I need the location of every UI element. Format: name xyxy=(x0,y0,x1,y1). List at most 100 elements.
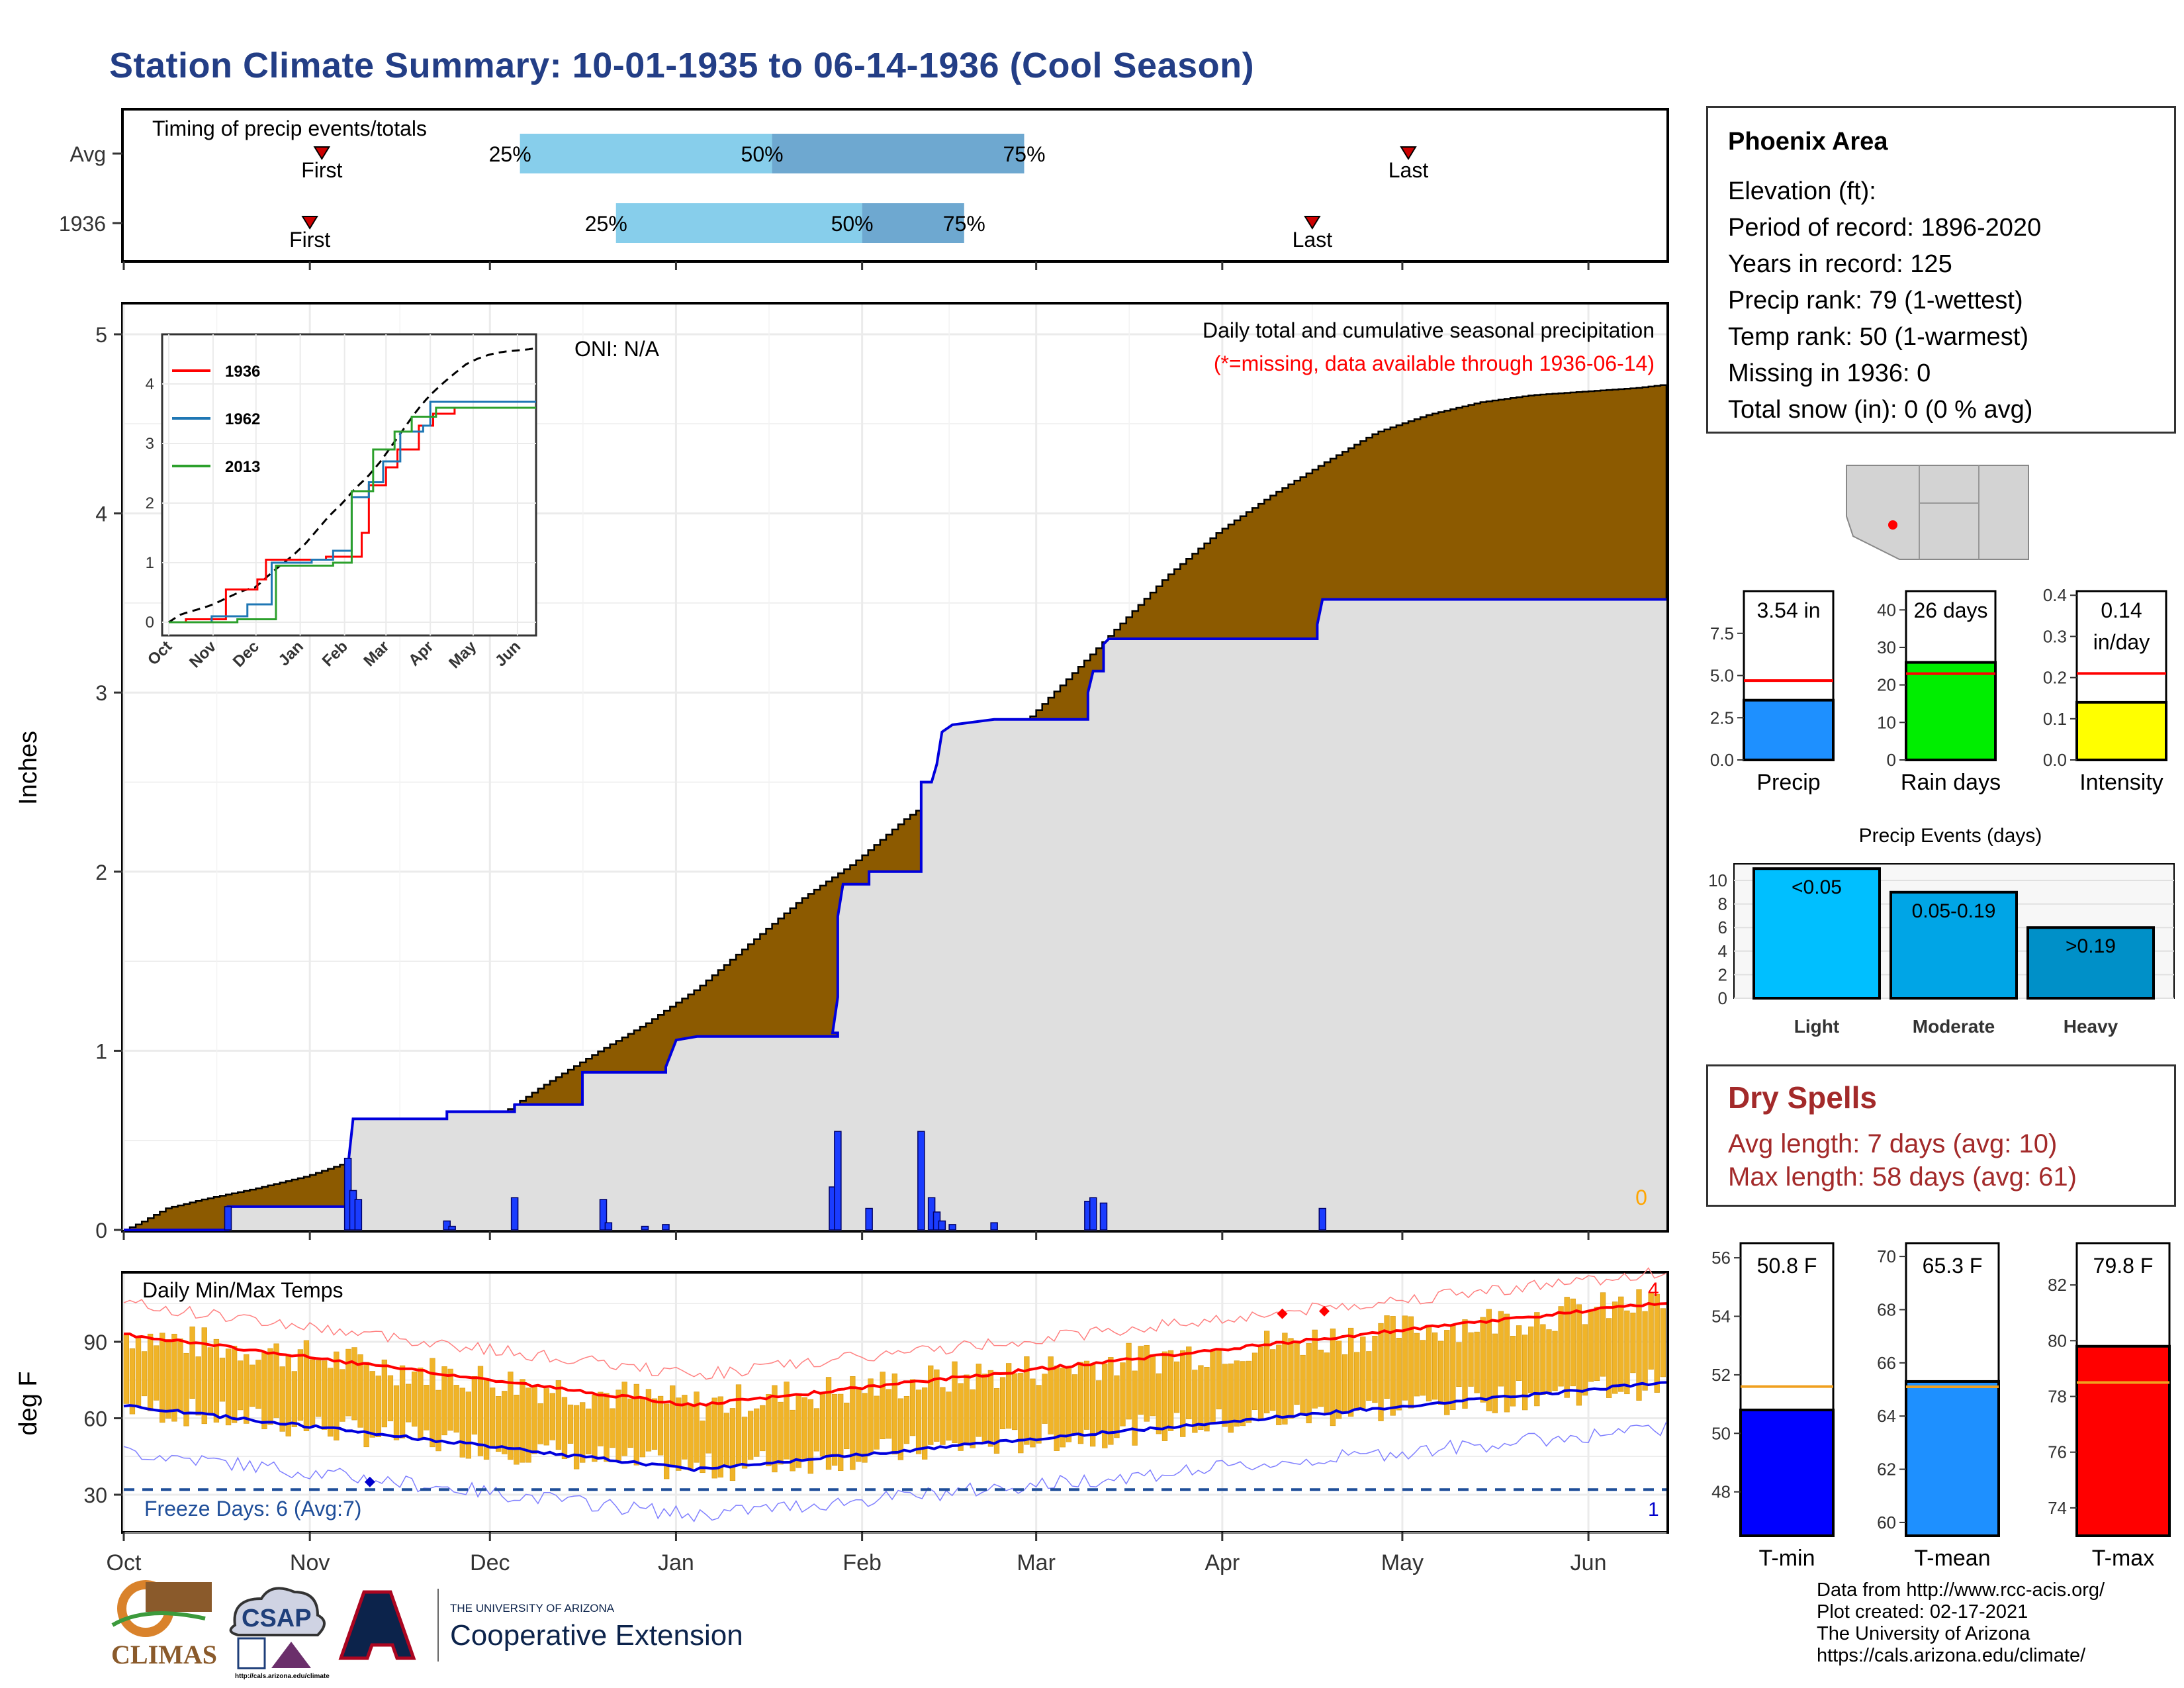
daily-temp-bar xyxy=(1282,1333,1288,1425)
daily-temp-bar xyxy=(1552,1331,1558,1391)
daily-precip-bar xyxy=(599,1199,608,1231)
daily-temp-bar xyxy=(1288,1338,1294,1419)
daily-temp-bar xyxy=(418,1368,424,1440)
daily-temp-bar xyxy=(369,1371,375,1438)
daily-temp-bar xyxy=(424,1385,430,1430)
daily-temp-bar xyxy=(381,1359,388,1428)
daily-temp-bar xyxy=(1504,1313,1510,1413)
tstat-ytick-label: 66 xyxy=(1877,1353,1896,1373)
dry-spell-line: Max length: 58 days (avg: 61) xyxy=(1728,1162,2077,1192)
daily-temp-bar xyxy=(399,1365,406,1438)
record-min-line xyxy=(123,1421,1667,1523)
precip-caption: Daily total and cumulative seasonal prec… xyxy=(1203,318,1655,342)
tstat-ytick-label: 54 xyxy=(1711,1307,1731,1327)
tstat-ytick-label: 52 xyxy=(1711,1365,1731,1385)
daily-temp-bar xyxy=(645,1389,652,1452)
daily-temp-bar xyxy=(1438,1340,1444,1405)
daily-temp-bar xyxy=(1042,1374,1048,1424)
daily-temp-bar xyxy=(790,1409,796,1472)
daily-temp-bar xyxy=(531,1385,537,1454)
daily-temp-bar xyxy=(778,1401,784,1465)
precip-ylabel: Inches xyxy=(15,731,42,805)
record-high-marker xyxy=(1319,1305,1330,1317)
daily-temp-bar xyxy=(831,1393,838,1466)
daily-temp-bar xyxy=(231,1346,238,1423)
missing-note: (*=missing, data available through 1936-… xyxy=(1214,352,1655,375)
daily-temp-bar xyxy=(1156,1373,1162,1434)
daily-temp-bar xyxy=(1534,1312,1540,1407)
tstat-ytick-label: 74 xyxy=(2048,1498,2067,1518)
dry-spells-box: Dry Spells Avg length: 7 days (avg: 10) … xyxy=(1706,1064,2176,1207)
daily-temp-bar xyxy=(1396,1338,1402,1411)
daily-temp-bar xyxy=(903,1395,910,1444)
daily-temp-bar xyxy=(1636,1289,1642,1401)
daily-temp-bar xyxy=(717,1396,723,1477)
q50-label: 50% xyxy=(831,212,874,236)
tstat-label: T-min xyxy=(1759,1546,1815,1571)
daily-temp-bar xyxy=(784,1382,790,1460)
daily-temp-bar xyxy=(1486,1309,1492,1411)
avg-max-line xyxy=(123,1301,1667,1407)
daily-temp-bar xyxy=(1426,1325,1432,1401)
events-ytick-label: 8 xyxy=(1718,894,1727,914)
daily-temp-bar xyxy=(1251,1352,1258,1410)
stat-value-label: 0.14 xyxy=(2101,598,2142,622)
tstat-label: T-max xyxy=(2092,1546,2154,1571)
daily-temp-bar xyxy=(862,1393,868,1463)
daily-temp-bar xyxy=(430,1358,435,1448)
station-info-box: Phoenix Area Elevation (ft): Period of r… xyxy=(1706,106,2176,434)
inset-legend-label: 1936 xyxy=(225,363,260,381)
daily-temp-bar xyxy=(1558,1306,1564,1387)
quartile-25-50-bar xyxy=(520,134,772,173)
daily-temp-bar xyxy=(1582,1324,1588,1396)
station-line: Years in record: 125 xyxy=(1728,250,1952,278)
events-ytick-label: 4 xyxy=(1718,941,1727,961)
daily-temp-bar xyxy=(393,1385,400,1440)
inset-ytick-label: 0 xyxy=(146,614,154,632)
logo-strip: CLIMAS CSAP http://cals.arizona.edu/clim… xyxy=(111,1580,743,1680)
daily-temp-bar xyxy=(1378,1323,1384,1421)
daily-temp-bar xyxy=(177,1338,183,1413)
last-marker xyxy=(1400,146,1417,160)
daily-temp-bar xyxy=(267,1348,273,1425)
q25-label: 25% xyxy=(489,142,531,166)
q25-label: 25% xyxy=(585,212,627,236)
month-label: Jun xyxy=(1570,1550,1607,1575)
stat-ytick-label: 0.3 xyxy=(2043,626,2067,646)
q75-label: 75% xyxy=(1003,142,1045,166)
daily-temp-bar xyxy=(1036,1385,1042,1444)
daily-temp-bar xyxy=(1270,1349,1276,1411)
stat-ytick-label: 0.0 xyxy=(2043,750,2067,770)
daily-temp-bar xyxy=(1642,1311,1648,1391)
daily-temp-bar xyxy=(525,1387,531,1463)
daily-temp-bar xyxy=(340,1369,345,1422)
daily-temp-bar xyxy=(1648,1292,1654,1370)
daily-temp-bar xyxy=(1173,1361,1180,1413)
tstat-ytick-label: 68 xyxy=(1877,1299,1896,1319)
daily-temp-bar xyxy=(1528,1326,1534,1393)
daily-temp-bar xyxy=(981,1374,988,1443)
avg-min-line xyxy=(123,1381,1667,1472)
page-title: Station Climate Summary: 10-01-1935 to 0… xyxy=(109,46,1255,85)
daily-precip-bar xyxy=(354,1199,363,1231)
daily-temp-bar xyxy=(1246,1360,1252,1423)
daily-temp-bar xyxy=(375,1376,381,1438)
daily-temp-bar xyxy=(1414,1333,1420,1397)
inset-ytick-label: 1 xyxy=(146,554,154,572)
month-label: Nov xyxy=(290,1550,330,1575)
daily-temp-bar xyxy=(496,1395,502,1452)
daily-temp-bar xyxy=(1120,1362,1126,1427)
daily-temp-bar xyxy=(303,1340,310,1432)
precip-ytick-label: 1 xyxy=(95,1039,107,1063)
tstat-bar-t-max xyxy=(2075,1344,2171,1538)
daily-temp-bar xyxy=(1030,1378,1036,1448)
tstat-ytick-label: 80 xyxy=(2048,1331,2067,1350)
daily-temp-bar xyxy=(688,1404,694,1471)
daily-temp-bar xyxy=(1594,1307,1600,1382)
record-high-marker xyxy=(1277,1308,1288,1319)
daily-temp-bar xyxy=(1180,1350,1186,1437)
daily-temp-bar xyxy=(711,1397,717,1479)
daily-temp-bar xyxy=(1468,1332,1474,1387)
station-name: Phoenix Area xyxy=(1728,128,1888,156)
month-label: Oct xyxy=(107,1550,142,1575)
